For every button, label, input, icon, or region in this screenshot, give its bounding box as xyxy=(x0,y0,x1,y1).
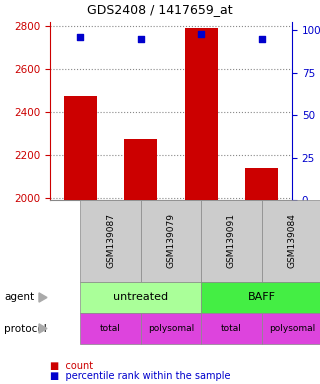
Text: total: total xyxy=(100,324,121,333)
Text: GSM139087: GSM139087 xyxy=(106,214,115,268)
Bar xyxy=(124,139,157,200)
Text: protocol: protocol xyxy=(4,323,47,333)
Text: GSM139079: GSM139079 xyxy=(166,214,175,268)
Text: polysomal: polysomal xyxy=(269,324,315,333)
Point xyxy=(78,34,83,40)
Bar xyxy=(185,28,218,200)
Point xyxy=(259,36,264,42)
Point xyxy=(199,31,204,37)
Text: polysomal: polysomal xyxy=(148,324,194,333)
Text: ■  percentile rank within the sample: ■ percentile rank within the sample xyxy=(50,371,230,381)
Bar xyxy=(245,168,278,200)
Point xyxy=(138,36,143,42)
Text: agent: agent xyxy=(4,293,34,303)
Text: ■  count: ■ count xyxy=(50,361,93,371)
Text: GDS2408 / 1417659_at: GDS2408 / 1417659_at xyxy=(87,3,233,17)
Text: total: total xyxy=(221,324,242,333)
Text: GSM139091: GSM139091 xyxy=(227,214,236,268)
Text: untreated: untreated xyxy=(113,293,168,303)
Text: BAFF: BAFF xyxy=(248,293,276,303)
Bar xyxy=(64,96,97,200)
Text: GSM139084: GSM139084 xyxy=(287,214,297,268)
